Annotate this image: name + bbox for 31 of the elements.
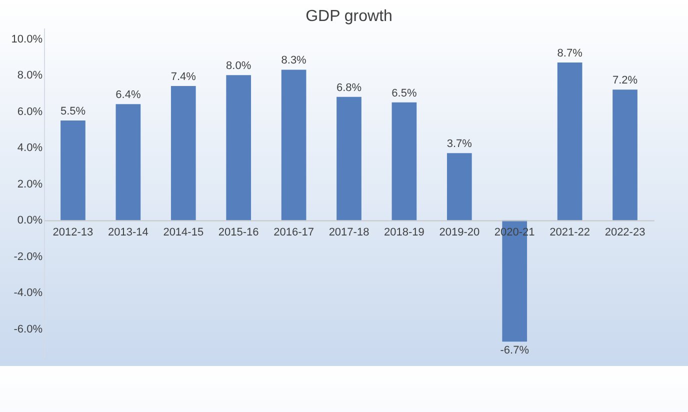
x-tick-label: 2017-18 [328,226,370,239]
data-label: 7.2% [612,74,638,87]
x-tick-label: 2021-22 [550,226,590,239]
y-tick-label: -4.0% [14,287,43,300]
x-tick-label: 2018-19 [384,226,424,239]
chart-title: GDP growth [306,8,392,25]
data-label: 8.3% [281,54,307,67]
data-label: 6.8% [336,82,362,94]
x-tick-label: 2013-14 [108,226,148,239]
x-tick-label: 2019-20 [439,226,480,239]
x-tick-label: 2016-17 [274,226,314,239]
data-label: -6.7% [500,344,530,357]
data-label: 8.0% [226,60,252,72]
x-tick-label: 2015-16 [218,226,259,239]
y-tick-label: 0.0% [17,214,43,227]
x-tick-label: 2012-13 [52,226,94,239]
y-tick-label: 4.0% [17,142,43,154]
data-label: 8.7% [557,47,583,60]
data-label: 5.5% [60,105,86,118]
data-label: 6.4% [116,89,141,102]
y-tick-label: 2.0% [17,178,43,190]
data-label: 3.7% [446,138,472,150]
x-tick-label: 2022-23 [604,226,646,239]
data-label: 7.4% [170,71,196,84]
y-tick-label: 8.0% [17,70,43,82]
y-tick-label: 10.0% [11,33,43,46]
x-tick-label: 2014-15 [163,226,204,239]
data-label: 6.5% [392,87,417,100]
y-tick-label: -6.0% [14,323,43,336]
y-tick-label: 6.0% [17,106,43,118]
y-tick-label: -2.0% [14,250,43,263]
